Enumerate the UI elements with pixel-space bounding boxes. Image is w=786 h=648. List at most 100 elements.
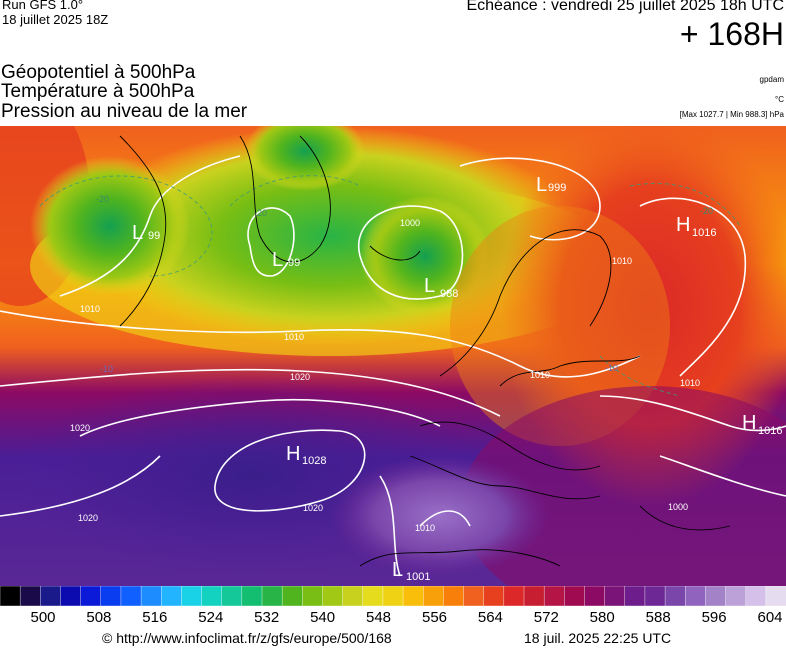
legend-swatch [60, 586, 82, 606]
isotherms [39, 175, 741, 397]
legend-swatch [362, 586, 384, 606]
pressure-center-value: 999 [548, 182, 566, 194]
isobar-label: 1020 [70, 423, 90, 433]
legend-swatch [604, 586, 626, 606]
coastlines [119, 135, 731, 567]
legend-swatch [281, 586, 303, 606]
legend-swatch [523, 586, 545, 606]
legend-swatch [181, 586, 203, 606]
pressure-range: [Max 1027.7 | Min 988.3] hPa [679, 110, 784, 119]
pressure-center-value: 1016 [758, 425, 782, 437]
temperature-labels: -20 -20 -20 -10 -10 [96, 194, 713, 374]
legend-swatch [19, 586, 41, 606]
legend-swatch [564, 586, 586, 606]
temperature-label: -20 [254, 208, 267, 218]
legend-tick-label: 588 [645, 609, 671, 626]
legend-tick-label: 532 [254, 609, 280, 626]
run-date: 18 juillet 2025 18Z [2, 12, 109, 27]
pressure-center-letter: H [286, 443, 300, 465]
color-legend [0, 586, 786, 606]
isobar-label: 1010 [612, 256, 632, 266]
legend-tick-label: 580 [589, 609, 615, 626]
forecast-valid-time: Echéance : vendredi 25 juillet 2025 18h … [466, 0, 784, 14]
legend-tick-label: 540 [310, 609, 336, 626]
legend-swatch [221, 586, 243, 606]
legend-tick-label: 548 [365, 609, 392, 626]
legend-tick-label: 500 [30, 609, 56, 626]
source-url: © http://www.infoclimat.fr/z/gfs/europe/… [102, 630, 392, 646]
legend-swatch [765, 586, 786, 606]
legend-tick-label: 524 [198, 609, 224, 626]
legend-swatch [463, 586, 485, 606]
pressure-centers: L 99 L 99 L 999 L 988 H 1016 H 1028 H 10… [132, 174, 782, 583]
pressure-center-letter: H [742, 412, 756, 434]
isobar-label: 1010 [415, 523, 435, 533]
isobar-label: 1010 [530, 370, 550, 380]
pressure-center-letter: L [536, 174, 547, 196]
legend-swatch [705, 586, 727, 606]
legend-swatch [382, 586, 404, 606]
legend-tick-label: 604 [757, 609, 783, 626]
legend-swatch [503, 586, 525, 606]
legend-tick-label: 508 [86, 609, 112, 626]
pressure-center-letter: L [392, 559, 403, 581]
legend-swatch [402, 586, 424, 606]
pressure-center-value: 1016 [692, 227, 716, 239]
isobar-label: 1020 [303, 503, 323, 513]
legend-swatch [685, 586, 707, 606]
isobars [0, 155, 786, 577]
legend-swatch [120, 586, 142, 606]
legend-tick-label: 572 [533, 609, 559, 626]
legend-tick-label: 596 [701, 609, 727, 626]
legend-swatch [201, 586, 223, 606]
generated-timestamp: 18 juil. 2025 22:25 UTC [524, 630, 672, 646]
legend-tick-label: 564 [477, 609, 503, 626]
legend-swatch [483, 586, 505, 606]
unit-temperature: °C [775, 95, 784, 104]
pressure-center-value: 1001 [406, 571, 430, 583]
title-temperature: Température à 500hPa [1, 81, 195, 102]
legend-swatch [342, 586, 364, 606]
legend-swatch [664, 586, 686, 606]
isobar-label: 1010 [680, 378, 700, 388]
unit-geopotential: gpdam [759, 75, 784, 84]
legend-tick-label: 556 [421, 609, 448, 626]
temperature-label: -10 [605, 363, 618, 373]
legend-tick-label: 516 [142, 609, 168, 626]
legend-swatch [261, 586, 283, 606]
legend-swatch [241, 586, 263, 606]
legend-swatch [543, 586, 566, 606]
legend-swatch [725, 586, 747, 606]
legend-swatch [100, 586, 122, 606]
isobar-label: 1010 [80, 304, 100, 314]
isobar-label: 1020 [290, 372, 310, 382]
temperature-label: -20 [700, 206, 713, 216]
legend-swatch [624, 586, 646, 606]
pressure-center-letter: L [424, 275, 435, 297]
isobar-label: 1000 [668, 502, 688, 512]
legend-swatch [443, 586, 465, 606]
isobar-label: 1020 [78, 513, 98, 523]
legend-swatch [40, 586, 62, 606]
legend-swatch [423, 586, 445, 606]
weather-map: L 99 L 99 L 999 L 988 H 1016 H 1028 H 10… [0, 126, 786, 586]
temperature-label: -10 [100, 364, 113, 374]
legend-swatch [161, 586, 183, 606]
legend-swatch [302, 586, 324, 606]
run-label: Run GFS 1.0° [2, 0, 84, 12]
isobar-label: 1010 [284, 332, 304, 342]
pressure-center-value: 1028 [302, 455, 326, 467]
legend-swatch [584, 586, 606, 606]
title-geopotential: Géopotentiel à 500hPa [1, 62, 196, 83]
legend-swatch [0, 586, 21, 606]
pressure-center-letter: H [676, 214, 690, 236]
temperature-label: -20 [96, 194, 109, 204]
pressure-center-value: 988 [440, 288, 458, 300]
isobar-labels: 1010 1010 1000 1020 1020 1020 1020 1010 … [70, 218, 700, 533]
pressure-center-value: 99 [288, 257, 300, 269]
legend-swatch [745, 586, 767, 606]
pressure-center-value: 99 [148, 230, 160, 242]
legend-swatch [322, 586, 344, 606]
legend-swatch [140, 586, 162, 606]
title-pressure: Pression au niveau de la mer [1, 101, 248, 122]
